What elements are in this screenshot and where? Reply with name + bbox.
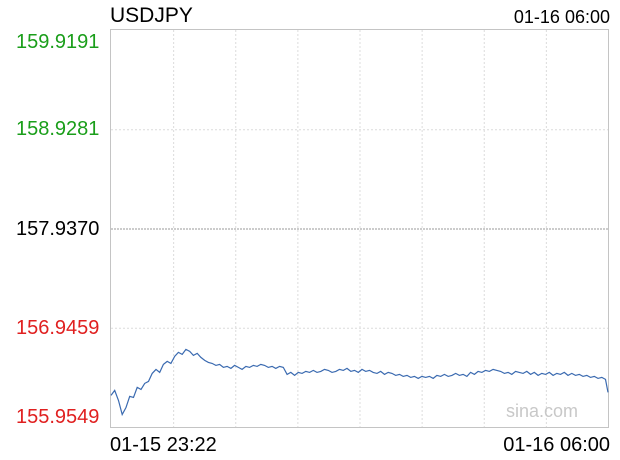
- price-line: [110, 348, 609, 417]
- watermark: sina.com: [506, 401, 579, 421]
- y-tick-label: 155.9549: [16, 406, 100, 428]
- y-tick-label: 157.9370: [16, 217, 100, 240]
- plot-frame: [110, 29, 609, 428]
- y-tick-label: 156.9459: [16, 316, 100, 339]
- last-update-time: 01-16 06:00: [513, 7, 610, 27]
- chart-title: USDJPY: [110, 4, 193, 27]
- x-label-start: 01-15 23:22: [110, 434, 217, 456]
- x-label-end: 01-16 06:00: [503, 434, 610, 456]
- y-tick-label: 158.9281: [16, 118, 100, 141]
- y-tick-label: 159.9191: [16, 31, 100, 53]
- grid-lines: [111, 30, 608, 427]
